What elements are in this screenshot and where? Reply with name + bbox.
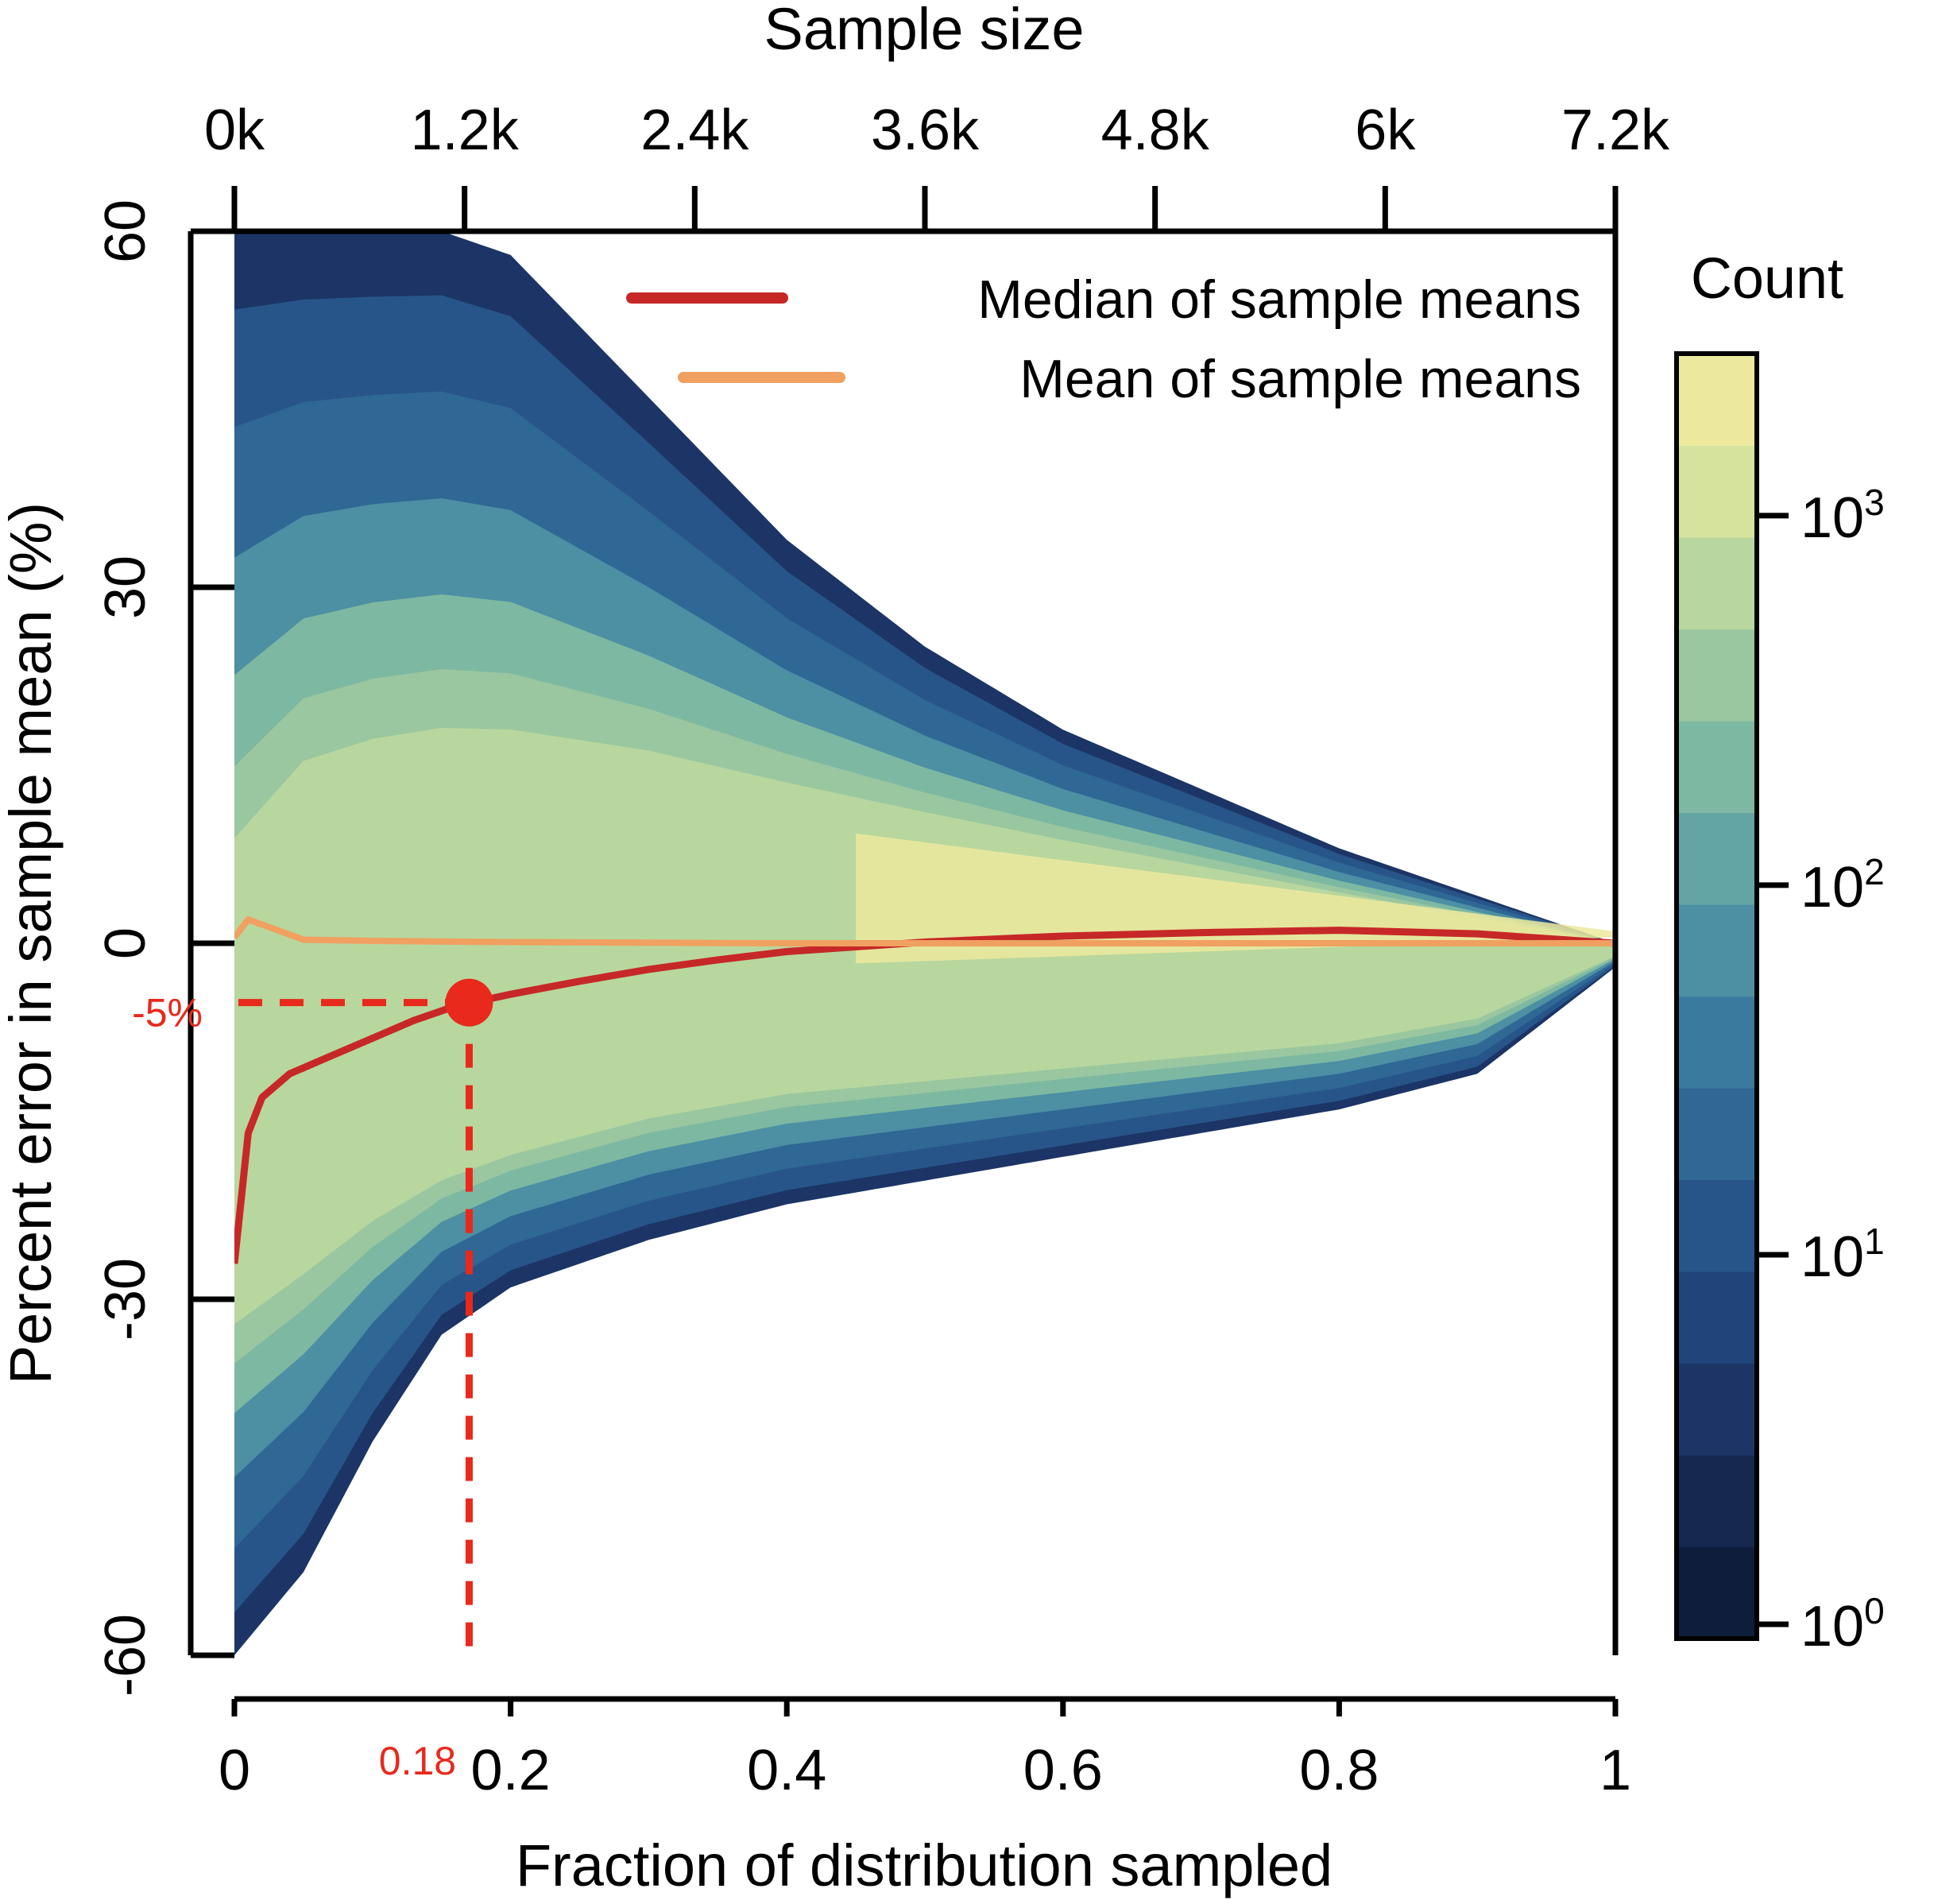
x-tick-label: 0.4 bbox=[747, 1739, 826, 1802]
x-axis-title: Fraction of distribution sampled bbox=[516, 1832, 1333, 1898]
x2-tick-label: 7.2k bbox=[1561, 99, 1670, 162]
highlight-point bbox=[445, 978, 493, 1027]
legend-label-mean: Mean of sample means bbox=[1019, 349, 1581, 409]
x-tick-label: 1 bbox=[1599, 1739, 1631, 1802]
colorbar-tick-label: 101 bbox=[1801, 1221, 1885, 1289]
colorbar-segment bbox=[1677, 629, 1757, 722]
colorbar-segment bbox=[1677, 1546, 1757, 1639]
legend: Median of sample means Mean of sample me… bbox=[626, 269, 1581, 409]
x2-tick-label: 3.6k bbox=[871, 99, 980, 162]
colorbar-segment bbox=[1677, 812, 1757, 905]
heatmap-band-6 bbox=[234, 728, 1615, 1325]
colorbar-segment bbox=[1677, 1088, 1757, 1181]
x2-tick-label: 0k bbox=[204, 99, 265, 162]
y-tick-label: -30 bbox=[94, 1258, 157, 1341]
axes: 0 0.2 0.4 0.6 0.8 1 0k 1.2k 2.4k 3.6k 4.8k 6k 7.2k -6… bbox=[94, 99, 1670, 1802]
colorbar-segment bbox=[1677, 354, 1757, 447]
colorbar-segment bbox=[1677, 1179, 1757, 1272]
highlight-y-label: -5% bbox=[132, 991, 203, 1035]
x2-axis-title: Sample size bbox=[764, 0, 1084, 62]
colorbar-segment bbox=[1677, 721, 1757, 814]
series-line-0 bbox=[234, 927, 1615, 1264]
colorbar-segment bbox=[1677, 996, 1757, 1089]
series-line-1 bbox=[234, 916, 1615, 946]
colorbar-frame bbox=[1674, 351, 1759, 1641]
x2-tick-label: 2.4k bbox=[640, 99, 749, 162]
colorbar: 100 101 102 103 bbox=[1674, 351, 1885, 1658]
colorbar-tick-label: 103 bbox=[1801, 482, 1885, 550]
x2-tick-label: 4.8k bbox=[1101, 99, 1210, 162]
colorbar-segment bbox=[1677, 445, 1757, 538]
series-lines bbox=[234, 916, 1615, 1264]
colorbar-segment bbox=[1677, 537, 1757, 630]
highlight-annotation: -5% 0.18 bbox=[132, 978, 493, 1783]
x2-tick-label: 6k bbox=[1355, 99, 1416, 162]
legend-label-median: Median of sample means bbox=[977, 269, 1581, 330]
y-tick-label: -60 bbox=[94, 1614, 157, 1697]
y-tick-label: 60 bbox=[94, 199, 157, 263]
colorbar-segment bbox=[1677, 1271, 1757, 1364]
colorbar-segment bbox=[1677, 904, 1757, 997]
y-tick-label: 30 bbox=[94, 555, 157, 619]
x2-tick-label: 1.2k bbox=[411, 99, 520, 162]
y-axis-title: Percent error in sample mean (%) bbox=[0, 502, 64, 1384]
colorbar-tick-label: 102 bbox=[1801, 851, 1885, 919]
colorbar-segment bbox=[1677, 1455, 1757, 1548]
x-tick-label: 0 bbox=[219, 1739, 250, 1802]
colorbar-segment bbox=[1677, 1363, 1757, 1456]
colorbar-tick-label: 100 bbox=[1801, 1590, 1885, 1658]
x-tick-label: 0.6 bbox=[1023, 1739, 1103, 1802]
heatmap-density bbox=[234, 231, 1615, 1655]
colorbar-title: Count bbox=[1691, 247, 1843, 311]
y-tick-label: 0 bbox=[94, 927, 157, 959]
x-tick-label: 0.2 bbox=[471, 1739, 551, 1802]
x-tick-label: 0.8 bbox=[1299, 1739, 1379, 1802]
highlight-x-label: 0.18 bbox=[379, 1739, 456, 1783]
